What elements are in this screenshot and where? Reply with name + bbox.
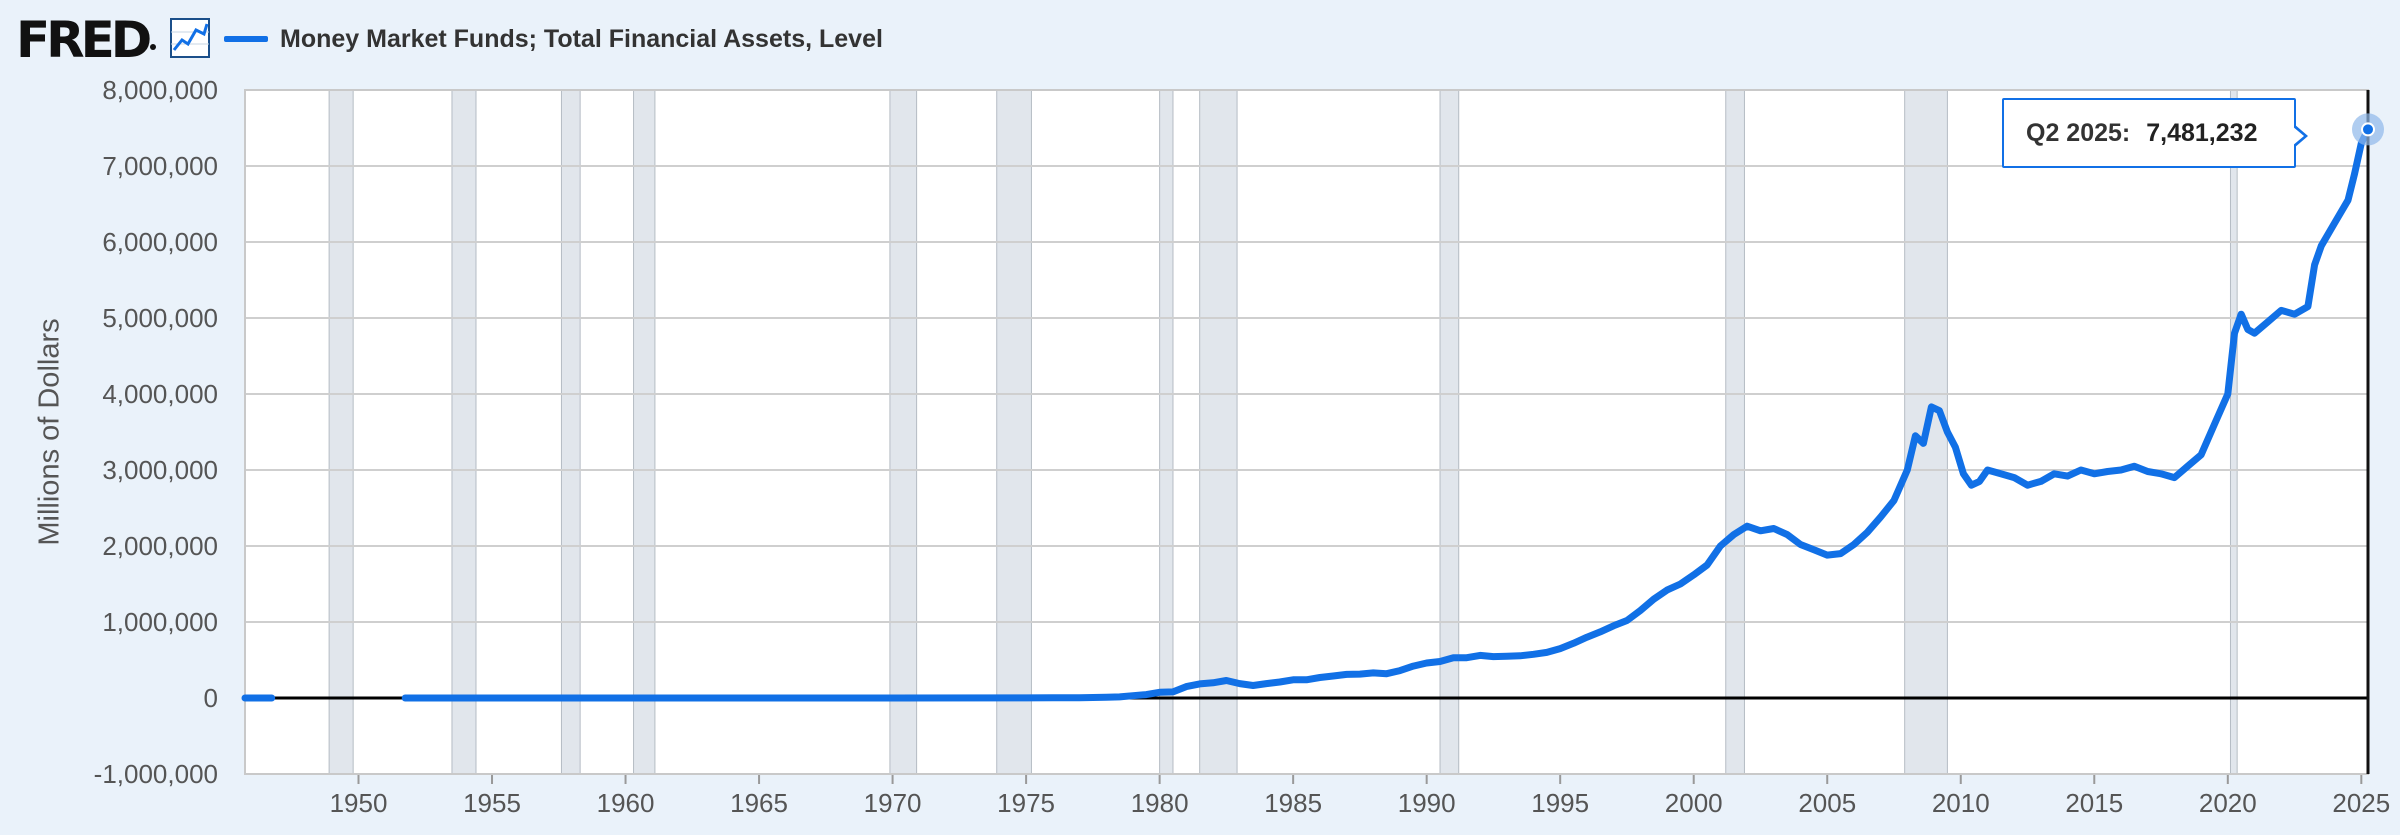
recession-band (328, 89, 354, 775)
y-tick-label: 4,000,000 (102, 379, 218, 409)
x-tick-label: 1970 (864, 788, 922, 818)
x-tick-label: 1975 (997, 788, 1055, 818)
x-tick-label: 1990 (1398, 788, 1456, 818)
recession-band (560, 89, 581, 775)
x-tick-label: 1950 (330, 788, 388, 818)
legend-item[interactable]: Money Market Funds; Total Financial Asse… (224, 22, 883, 56)
y-tick-label: 5,000,000 (102, 303, 218, 333)
y-tick-label: 2,000,000 (102, 531, 218, 561)
x-tick-label: 1955 (463, 788, 521, 818)
x-tick-label: 1980 (1131, 788, 1189, 818)
recession-band (996, 89, 1032, 775)
y-tick-label: 7,000,000 (102, 151, 218, 181)
x-tick-label: 2010 (1932, 788, 1990, 818)
y-tick-label: 8,000,000 (102, 75, 218, 105)
chart-header: FRED Money Market Funds; Total Financial… (0, 0, 2400, 78)
x-tick-label: 1985 (1264, 788, 1322, 818)
y-axis-label: Millions of Dollars (33, 318, 66, 546)
x-tick-label: 2025 (2332, 788, 2390, 818)
recession-band (451, 89, 477, 775)
x-tick-label: 2005 (1798, 788, 1856, 818)
hover-point[interactable] (2361, 122, 2375, 137)
plot-area (245, 90, 2368, 774)
y-tick-label: 3,000,000 (102, 455, 218, 485)
recession-band (1199, 89, 1238, 775)
y-tick-label: 0 (204, 683, 218, 713)
x-tick-label: 1960 (597, 788, 655, 818)
recession-band (2229, 89, 2238, 775)
recession-band (1439, 89, 1460, 775)
x-tick-label: 2000 (1665, 788, 1723, 818)
tooltip-date: Q2 2025: (2026, 118, 2131, 147)
recession-band (889, 89, 918, 775)
legend-label: Money Market Funds; Total Financial Asse… (280, 24, 883, 53)
legend-swatch (224, 36, 268, 42)
y-tick-label: 6,000,000 (102, 227, 218, 257)
x-tick-label: 2015 (2065, 788, 2123, 818)
recession-band (633, 89, 656, 775)
fred-logo[interactable]: FRED (16, 11, 152, 69)
x-tick-label: 2020 (2199, 788, 2257, 818)
value-tooltip: Q2 2025: 7,481,232 (2002, 98, 2308, 168)
logo-registered-mark (150, 44, 156, 50)
tooltip-arrow (2292, 124, 2308, 148)
tooltip-value: 7,481,232 (2146, 118, 2258, 147)
series-line[interactable] (401, 125, 2372, 702)
recession-band (1725, 89, 1745, 775)
chart-line-icon (170, 18, 210, 58)
x-tick-label: 1995 (1531, 788, 1589, 818)
y-tick-label: -1,000,000 (94, 759, 218, 789)
x-tick-label: 1965 (730, 788, 788, 818)
y-tick-label: 1,000,000 (102, 607, 218, 637)
recession-band (1159, 89, 1174, 775)
